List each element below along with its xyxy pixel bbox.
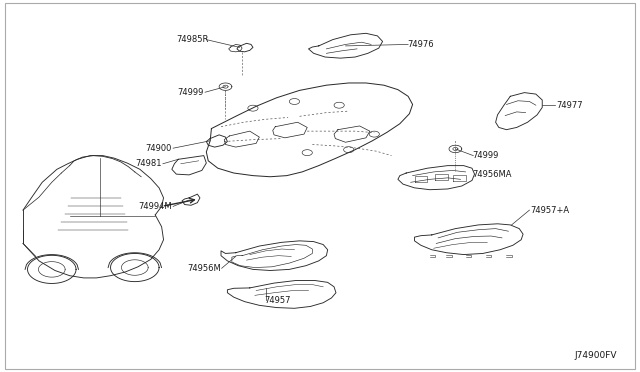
Text: J74900FV: J74900FV (575, 351, 617, 360)
Text: 74977: 74977 (556, 101, 583, 110)
Text: 74994M: 74994M (138, 202, 172, 211)
Text: 74976: 74976 (407, 40, 433, 49)
Text: 74900: 74900 (145, 144, 172, 153)
Text: 74957: 74957 (264, 296, 291, 305)
Text: 74999: 74999 (472, 151, 499, 160)
Text: 74956M: 74956M (188, 264, 221, 273)
Text: 74985R: 74985R (176, 35, 208, 44)
Text: 74957+A: 74957+A (531, 206, 570, 215)
Text: 74956MA: 74956MA (472, 170, 511, 179)
Text: 74999: 74999 (177, 88, 204, 97)
Text: 74981: 74981 (135, 159, 162, 168)
